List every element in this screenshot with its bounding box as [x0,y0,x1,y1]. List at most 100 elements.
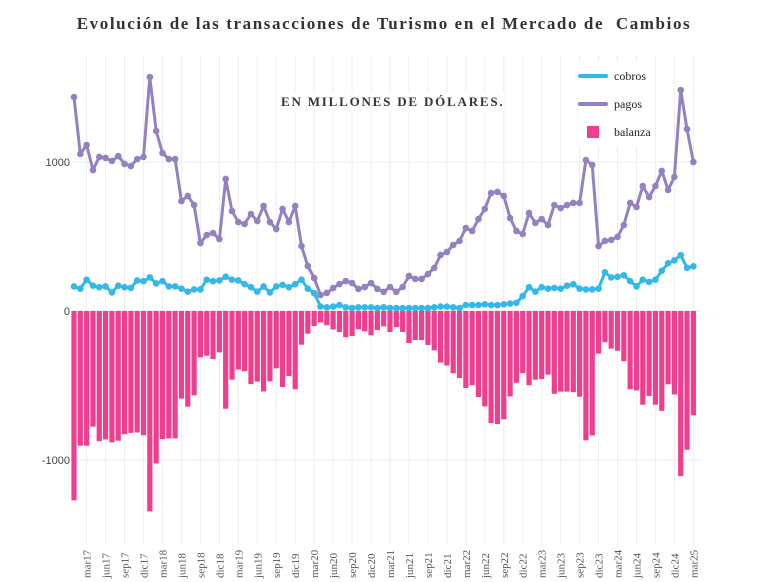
bar-balanza [507,311,513,397]
x-tick-label: dic21 [442,554,454,578]
point-cobros [197,286,204,293]
bar-balanza [551,311,557,394]
point-cobros [323,303,331,311]
balanza-bars [71,311,696,512]
point-cobros [253,288,261,295]
bar-balanza [640,311,646,405]
point-pagos [253,217,261,225]
point-pagos [456,237,463,245]
point-cobros [121,283,128,291]
point-pagos [462,224,470,232]
point-cobros [317,303,324,310]
x-tick-label: jun23 [556,552,568,579]
bar-balanza [526,311,532,386]
x-tick-label: dic18 [214,553,226,578]
point-cobros [418,304,425,312]
point-pagos [114,152,122,160]
point-cobros [449,303,457,311]
x-tick-label: mar21 [385,550,397,578]
bar-balanza [197,311,203,358]
point-pagos [235,218,242,226]
bar-balanza [273,311,279,369]
point-pagos [247,210,255,218]
point-cobros [683,264,691,272]
point-pagos [557,204,564,212]
bar-balanza [444,311,450,366]
point-cobros [279,281,286,289]
point-pagos [563,201,571,209]
point-cobros [569,280,577,288]
point-cobros [437,303,444,310]
point-cobros [544,285,552,292]
bar-balanza [191,311,197,396]
point-pagos [146,73,154,81]
bar-balanza [349,311,355,337]
point-pagos [437,251,444,259]
x-tick-label: dic19 [290,553,302,578]
point-pagos [228,207,236,215]
point-pagos [588,161,596,169]
point-cobros [563,282,571,289]
chart-subtitle: EN MILLONES DE DÓLARES. [281,92,505,112]
bar-balanza [513,311,519,383]
point-cobros [525,283,533,291]
point-pagos [342,277,350,285]
bar-balanza [210,311,216,360]
point-cobros [506,300,514,307]
line-series [70,73,697,312]
point-cobros [178,285,185,292]
x-tick-label: mar24 [613,549,625,578]
bar-balanza [330,311,336,330]
bar-balanza [90,311,96,427]
point-cobros [165,283,173,290]
legend-item-pagos[interactable]: pagos [578,90,651,118]
bar-balanza [216,311,222,353]
point-cobros [83,276,90,284]
point-cobros [216,277,223,284]
bar-balanza [374,311,380,331]
point-pagos [380,288,387,296]
point-pagos [595,242,602,250]
point-pagos [639,182,647,190]
x-tick-label: sep18 [195,552,207,578]
bar-balanza [627,311,633,390]
point-pagos [165,155,173,163]
point-pagos [152,127,160,135]
x-tick-label: jun20 [328,552,340,579]
point-pagos [355,285,362,293]
bar-balanza [419,311,425,341]
bar-balanza [223,311,229,409]
bar-balanza [539,311,545,380]
bar-balanza [324,311,330,326]
point-cobros [89,282,97,289]
point-cobros [310,289,318,297]
point-cobros [159,277,166,285]
point-pagos [664,186,672,194]
point-pagos [140,153,147,161]
point-pagos [95,153,103,161]
x-tick-label: mar18 [157,549,169,578]
legend-item-balanza[interactable]: balanza [578,118,651,146]
bar-balanza [109,311,115,443]
point-pagos [291,202,299,210]
point-pagos [645,193,653,201]
point-cobros [411,304,419,312]
point-pagos [133,155,141,163]
point-pagos [121,160,128,168]
point-pagos [405,272,413,280]
bar-balanza [305,311,311,334]
legend-label: balanza [614,124,651,139]
point-pagos [216,235,223,243]
bar-balanza [71,311,77,501]
point-cobros [430,303,438,311]
point-pagos [102,154,109,162]
bar-balanza [254,311,260,382]
point-pagos [569,199,577,207]
bar-balanza [166,311,172,439]
point-cobros [127,284,135,292]
legend-label: cobros [614,68,646,83]
point-pagos [393,288,400,296]
point-cobros [519,292,527,300]
legend-item-cobros[interactable]: cobros [578,62,651,90]
bar-balanza [292,311,298,390]
